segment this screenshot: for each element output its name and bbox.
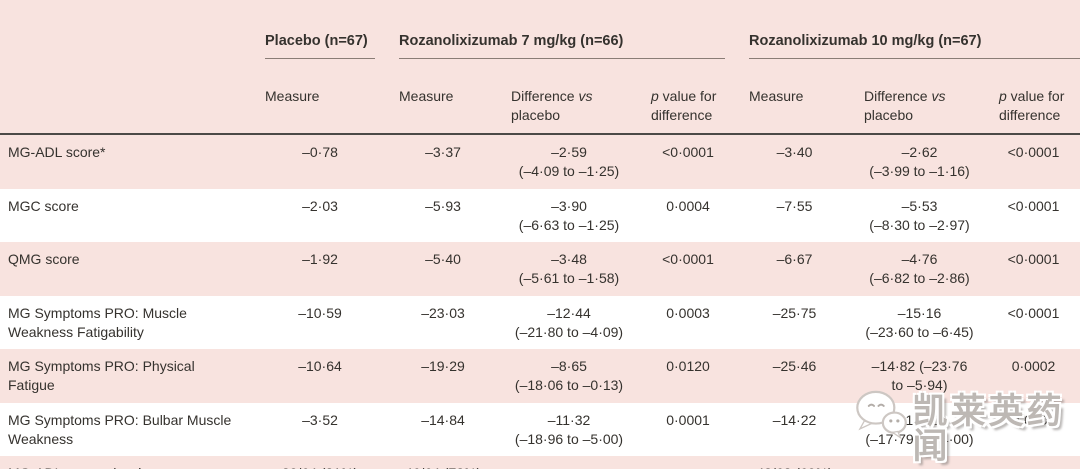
subheader-roza7-measure: Measure [387, 77, 499, 136]
subheader-roza10-difference: Difference vs placebo [852, 77, 987, 136]
row-label-cell: MG-ADL responders† [0, 456, 253, 469]
subheader-placebo-measure: Measure [253, 77, 387, 136]
roza10-difference-cell: –10·71 (–17·79 to –4·00) [865, 411, 974, 447]
placebo-measure-cell: –10·59 [298, 304, 342, 321]
subheader-roza7-difference: Difference vs placebo [499, 77, 639, 136]
roza7-measure-cell: –5·93 [425, 197, 461, 214]
empty-corner-cell [0, 0, 253, 78]
roza7-measure-cell: –23·03 [421, 304, 465, 321]
roza10-pvalue-cell: <0·0001 [1007, 304, 1060, 321]
placebo-measure-cell: –3·52 [302, 411, 338, 428]
roza10-measure-cell: –6·67 [737, 242, 852, 296]
roza7-difference-cell: –8·65 (–18·06 to –0·13) [499, 349, 639, 403]
table-row: MGC score –2·03 –5·93 –3·90 (–6·63 to –1… [0, 189, 1080, 243]
group-label-roza7: Rozanolixizumab 7 mg/kg (n=66) [399, 32, 725, 60]
placebo-measure-cell: –0·78 [253, 134, 387, 189]
group-label-roza10: Rozanolixizumab 10 mg/kg (n=67) [749, 32, 1080, 60]
row-label-cell: MGC score [8, 197, 79, 214]
row-label-cell: MG Symptoms PRO: Bulbar Muscle Weakness [8, 411, 232, 447]
roza7-difference-cell: –11·32 (–18·96 to –5·00) [514, 411, 624, 447]
roza7-pvalue-cell: ·· [639, 456, 737, 469]
roza7-pvalue-cell: 0·0120 [639, 349, 737, 403]
table-row: MG-ADL responders† 20/64 (31%) 46/64 (72… [0, 456, 1080, 469]
subheader-roza7-pvalue: p value for difference [639, 77, 737, 136]
roza7-measure-cell: 46/64 (72%) [387, 456, 499, 469]
roza7-pvalue-cell: 0·0001 [666, 411, 710, 428]
table-row: MG-ADL score* –0·78 –3·37 –2·59 (–4·09 t… [0, 134, 1080, 189]
table-body: MG-ADL score* –0·78 –3·37 –2·59 (–4·09 t… [0, 134, 1080, 469]
empty-subheader-cell [0, 77, 253, 136]
table-header: Placebo (n=67) Rozanolixizumab 7 mg/kg (… [0, 0, 1080, 136]
roza7-difference-cell: –3·48 (–5·61 to –1·58) [499, 242, 639, 296]
subheader-roza10-pvalue: p value for difference [987, 77, 1080, 136]
row-label-cell: MG Symptoms PRO: Physical Fatigue [0, 349, 253, 403]
roza7-difference-cell: ·· [499, 456, 639, 469]
row-label-cell: MG-ADL score* [0, 134, 253, 189]
placebo-measure-cell: –10·64 [253, 349, 387, 403]
table-row: QMG score –1·92 –5·40 –3·48 (–5·61 to –1… [0, 242, 1080, 296]
placebo-measure-cell: 20/64 (31%) [253, 456, 387, 469]
row-label-cell: QMG score [0, 242, 253, 296]
roza10-difference-cell: –2·62 (–3·99 to –1·16) [852, 134, 987, 189]
placebo-measure-cell: –1·92 [253, 242, 387, 296]
roza7-difference-cell: –12·44 (–21·80 to –4·09) [514, 304, 624, 340]
roza10-difference-cell: –15·16 (–23·60 to –6·45) [865, 304, 974, 340]
roza7-measure-cell: –19·29 [387, 349, 499, 403]
roza10-difference-cell: –5·53 (–8·30 to –2·97) [869, 197, 970, 233]
subheader-roza10-measure: Measure [737, 77, 852, 136]
roza7-difference-cell: –3·90 (–6·63 to –1·25) [518, 197, 620, 233]
roza10-measure-cell: –25·75 [772, 304, 817, 321]
roza10-measure-cell: –25·46 [737, 349, 852, 403]
table-row: MG Symptoms PRO: Muscle Weakness Fatigab… [0, 296, 1080, 350]
roza10-difference-cell: –14·82 (–23·76 to –5·94) [852, 349, 987, 403]
table-row: MG Symptoms PRO: Bulbar Muscle Weakness … [0, 403, 1080, 457]
roza10-pvalue-cell: 0·0001 [1011, 411, 1056, 428]
roza10-pvalue-cell: 0·0002 [987, 349, 1080, 403]
roza10-measure-cell: –7·55 [776, 197, 813, 214]
group-header-row: Placebo (n=67) Rozanolixizumab 7 mg/kg (… [0, 0, 1080, 78]
group-label-placebo: Placebo (n=67) [265, 32, 375, 60]
roza10-measure-cell: –14·22 [772, 411, 817, 428]
roza7-difference-cell: –2·59 (–4·09 to –1·25) [499, 134, 639, 189]
roza10-measure-cell: –3·40 [737, 134, 852, 189]
row-label-cell: MG Symptoms PRO: Muscle Weakness Fatigab… [8, 304, 187, 340]
roza10-pvalue-cell: <0·0001 [987, 134, 1080, 189]
roza10-pvalue-cell: ·· [987, 456, 1080, 469]
roza10-pvalue-cell: <0·0001 [1007, 197, 1060, 214]
roza7-pvalue-cell: 0·0003 [666, 304, 710, 321]
subheader-row: Measure Measure Difference vs placebo p … [0, 77, 1080, 136]
roza10-difference-cell: ·· [852, 456, 987, 469]
roza7-pvalue-cell: <0·0001 [639, 134, 737, 189]
roza7-pvalue-cell: <0·0001 [639, 242, 737, 296]
roza10-difference-cell: –4·76 (–6·82 to –2·86) [852, 242, 987, 296]
group-header-placebo: Placebo (n=67) [253, 0, 387, 78]
group-header-roza10: Rozanolixizumab 10 mg/kg (n=67) [737, 0, 1080, 78]
roza7-pvalue-cell: 0·0004 [666, 197, 710, 214]
group-header-roza7: Rozanolixizumab 7 mg/kg (n=66) [387, 0, 737, 78]
table-row: MG Symptoms PRO: Physical Fatigue –10·64… [0, 349, 1080, 403]
roza10-measure-cell: 43/62 (69%) [737, 456, 852, 469]
roza7-measure-cell: –5·40 [387, 242, 499, 296]
roza7-measure-cell: –3·37 [387, 134, 499, 189]
roza7-measure-cell: –14·84 [421, 411, 465, 428]
placebo-measure-cell: –2·03 [302, 197, 338, 214]
roza10-pvalue-cell: <0·0001 [987, 242, 1080, 296]
